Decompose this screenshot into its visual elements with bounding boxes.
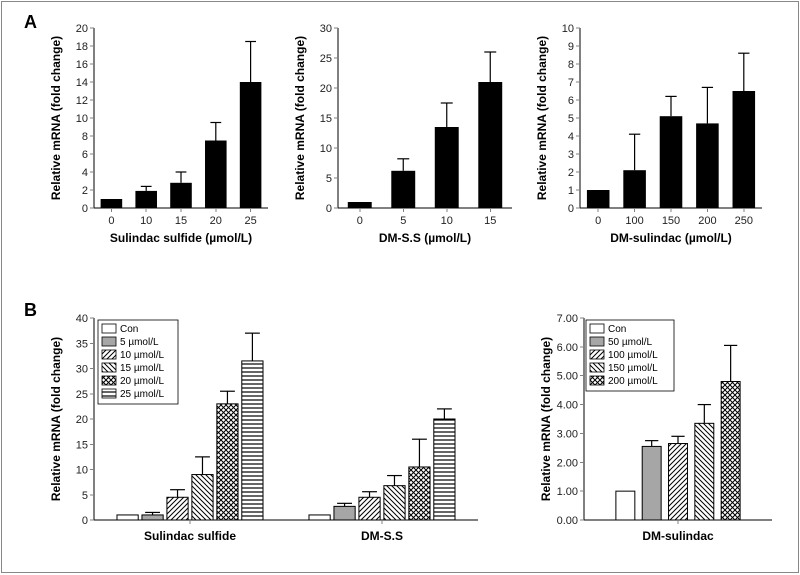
svg-text:4: 4 xyxy=(568,131,574,143)
svg-text:25 µmol/L: 25 µmol/L xyxy=(120,389,165,400)
svg-text:5.00: 5.00 xyxy=(557,371,578,383)
svg-text:10: 10 xyxy=(76,465,88,477)
svg-text:10 µmol/L: 10 µmol/L xyxy=(120,350,165,361)
svg-text:5: 5 xyxy=(326,173,332,185)
svg-text:0: 0 xyxy=(595,215,601,227)
svg-text:DM-sulindac (µmol/L): DM-sulindac (µmol/L) xyxy=(610,231,732,245)
svg-text:2: 2 xyxy=(568,167,574,179)
svg-text:50 µmol/L: 50 µmol/L xyxy=(608,337,653,348)
svg-text:0: 0 xyxy=(357,215,363,227)
svg-text:30: 30 xyxy=(76,364,88,376)
svg-text:10: 10 xyxy=(441,215,453,227)
svg-text:3.00: 3.00 xyxy=(557,428,578,440)
chart-b1: 0 5 10 15 20 25 30 35 40 Relative mRNA (fold chan… xyxy=(46,310,486,560)
svg-text:DM-sulindac: DM-sulindac xyxy=(642,529,714,543)
svg-text:Sulindac sulfide (µmol/L): Sulindac sulfide (µmol/L) xyxy=(110,231,252,245)
svg-text:7: 7 xyxy=(568,77,574,89)
chart-a1: 0 2 4 6 8 10 12 14 16 18 20 Relative mRNA (fold cha… xyxy=(46,20,276,250)
svg-text:25: 25 xyxy=(320,53,332,65)
svg-text:30: 30 xyxy=(320,23,332,35)
svg-text:10: 10 xyxy=(320,143,332,155)
svg-text:25: 25 xyxy=(76,389,88,401)
svg-text:6: 6 xyxy=(568,95,574,107)
chart-b2: 0.00 1.00 2.00 3.00 4.00 5.00 6.00 7.00 Relative… xyxy=(530,310,780,560)
figure-frame: A B 02468101214161820Relative mRNA (fold… xyxy=(1,1,799,573)
svg-text:Con: Con xyxy=(608,324,626,335)
svg-text:0.00: 0.00 xyxy=(557,515,578,527)
svg-text:5 µmol/L: 5 µmol/L xyxy=(120,337,159,348)
chart-a3: 0 1 2 3 4 5 6 7 8 9 10 Relative mRNA (fold change) 0… xyxy=(532,20,770,250)
svg-text:0: 0 xyxy=(108,215,114,227)
svg-text:8: 8 xyxy=(568,59,574,71)
svg-text:16: 16 xyxy=(76,59,88,71)
svg-text:1: 1 xyxy=(568,185,574,197)
svg-text:0: 0 xyxy=(82,203,88,215)
svg-text:7.00: 7.00 xyxy=(557,313,578,325)
svg-text:Relative mRNA (fold change): Relative mRNA (fold change) xyxy=(49,337,63,501)
svg-text:15 µmol/L: 15 µmol/L xyxy=(120,363,165,374)
svg-text:40: 40 xyxy=(76,313,88,325)
svg-text:12: 12 xyxy=(76,95,88,107)
svg-text:5: 5 xyxy=(82,490,88,502)
svg-text:6.00: 6.00 xyxy=(557,342,578,354)
svg-text:100: 100 xyxy=(625,215,643,227)
svg-text:20: 20 xyxy=(210,215,222,227)
svg-text:2: 2 xyxy=(82,185,88,197)
chart-a2: 0 5 10 15 20 25 30 Relative mRNA (fold change) 0… xyxy=(290,20,520,250)
svg-text:10: 10 xyxy=(76,113,88,125)
svg-text:20: 20 xyxy=(76,23,88,35)
svg-text:25: 25 xyxy=(244,215,256,227)
svg-text:3: 3 xyxy=(568,149,574,161)
svg-text:200 µmol/L: 200 µmol/L xyxy=(608,376,658,387)
svg-text:0: 0 xyxy=(326,203,332,215)
svg-text:Relative mRNA (fold change): Relative mRNA (fold change) xyxy=(535,36,549,200)
svg-text:4: 4 xyxy=(82,167,88,179)
svg-text:DM-S.S: DM-S.S xyxy=(361,529,403,543)
svg-text:6: 6 xyxy=(82,149,88,161)
svg-text:8: 8 xyxy=(82,131,88,143)
svg-text:150: 150 xyxy=(662,215,680,227)
svg-text:18: 18 xyxy=(76,41,88,53)
svg-text:0: 0 xyxy=(82,515,88,527)
svg-text:35: 35 xyxy=(76,338,88,350)
svg-text:20: 20 xyxy=(320,83,332,95)
svg-text:9: 9 xyxy=(568,41,574,53)
svg-text:Relative mRNA (fold change): Relative mRNA (fold change) xyxy=(293,36,307,200)
svg-text:150 µmol/L: 150 µmol/L xyxy=(608,363,658,374)
svg-text:15: 15 xyxy=(175,215,187,227)
svg-text:10: 10 xyxy=(562,23,574,35)
svg-text:Sulindac sulfide: Sulindac sulfide xyxy=(144,529,236,543)
svg-text:1.00: 1.00 xyxy=(557,486,578,498)
svg-text:20 µmol/L: 20 µmol/L xyxy=(120,376,165,387)
svg-text:0: 0 xyxy=(568,203,574,215)
svg-text:200: 200 xyxy=(698,215,716,227)
svg-text:20: 20 xyxy=(76,414,88,426)
panel-label-b: B xyxy=(24,300,37,321)
svg-text:15: 15 xyxy=(320,113,332,125)
svg-text:15: 15 xyxy=(484,215,496,227)
svg-text:250: 250 xyxy=(735,215,753,227)
svg-text:Relative mRNA (fold change): Relative mRNA (fold change) xyxy=(539,337,553,501)
svg-text:5: 5 xyxy=(568,113,574,125)
svg-text:5: 5 xyxy=(400,215,406,227)
svg-text:10: 10 xyxy=(140,215,152,227)
svg-text:Relative mRNA (fold change): Relative mRNA (fold change) xyxy=(49,36,63,200)
svg-text:DM-S.S (µmol/L): DM-S.S (µmol/L) xyxy=(379,231,471,245)
svg-text:4.00: 4.00 xyxy=(557,400,578,412)
svg-text:14: 14 xyxy=(76,77,88,89)
svg-text:100 µmol/L: 100 µmol/L xyxy=(608,350,658,361)
svg-text:Con: Con xyxy=(120,324,138,335)
svg-text:2.00: 2.00 xyxy=(557,457,578,469)
panel-label-a: A xyxy=(24,12,37,33)
svg-text:15: 15 xyxy=(76,439,88,451)
